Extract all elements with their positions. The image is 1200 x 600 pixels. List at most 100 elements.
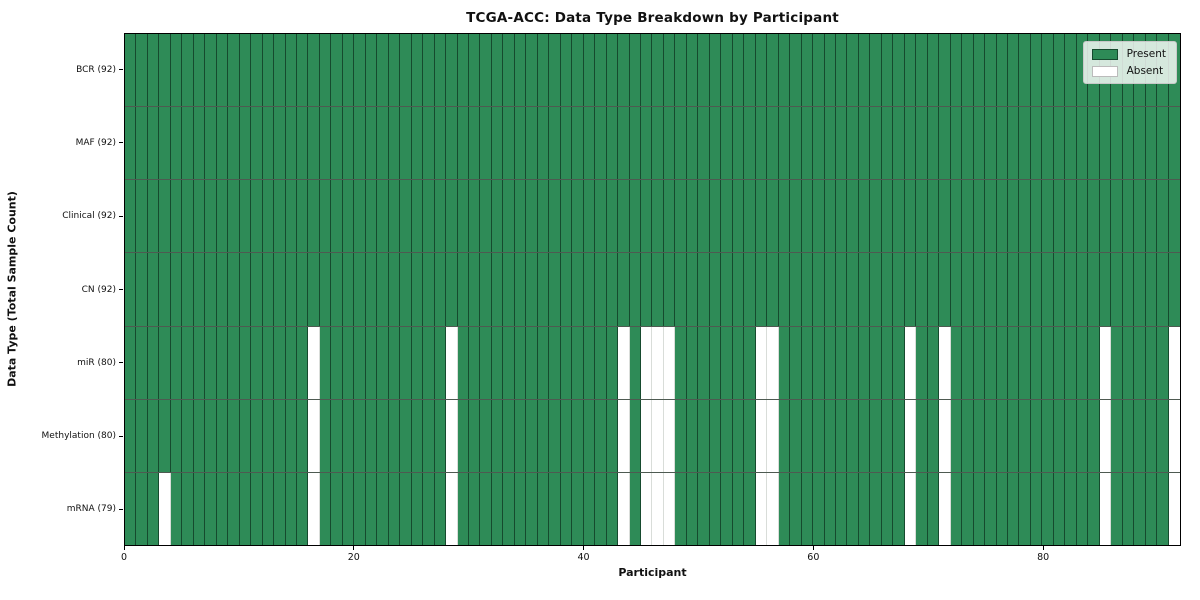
present-cell: [125, 34, 137, 107]
present-cell: [170, 107, 183, 180]
present-cell: [434, 253, 447, 326]
present-cell: [583, 472, 596, 545]
present-cell: [1111, 107, 1123, 180]
legend-item-absent: Absent: [1091, 65, 1166, 77]
present-cell: [1065, 34, 1077, 107]
present-cell: [285, 253, 297, 326]
present-cell: [698, 34, 710, 107]
present-cell: [147, 180, 160, 253]
present-cell: [778, 472, 791, 545]
present-cell: [1099, 107, 1112, 180]
present-cell: [950, 472, 963, 545]
absent-cell: [939, 472, 951, 545]
present-cell: [732, 472, 745, 545]
present-cell: [1111, 399, 1123, 472]
present-cell: [147, 34, 160, 107]
present-cell: [629, 180, 642, 253]
y-tick-mark: [119, 142, 123, 144]
present-cell: [927, 180, 940, 253]
present-cell: [365, 107, 378, 180]
present-cell: [1168, 253, 1180, 326]
present-cell: [778, 399, 791, 472]
present-cell: [365, 253, 378, 326]
absent-cell: [1168, 326, 1180, 399]
present-cell: [342, 34, 355, 107]
present-cell: [1099, 253, 1112, 326]
present-cell: [503, 107, 515, 180]
present-cell: [457, 34, 470, 107]
present-cell: [1030, 326, 1043, 399]
present-cell: [331, 253, 343, 326]
present-cell: [893, 107, 905, 180]
absent-cell: [446, 472, 458, 545]
present-cell: [159, 107, 171, 180]
present-cell: [732, 107, 745, 180]
absent-cell: [663, 399, 676, 472]
present-cell: [446, 180, 458, 253]
present-cell: [1145, 180, 1158, 253]
present-cell: [641, 107, 653, 180]
present-cell: [721, 472, 733, 545]
present-cell: [411, 253, 424, 326]
present-cell: [698, 180, 710, 253]
present-cell: [514, 107, 527, 180]
present-cell: [159, 253, 171, 326]
heatmap-row: [125, 472, 1180, 545]
present-cell: [1122, 253, 1135, 326]
present-cell: [790, 472, 802, 545]
present-cell: [755, 107, 768, 180]
present-cell: [377, 399, 389, 472]
present-cell: [1007, 107, 1020, 180]
absent-cell: [663, 326, 676, 399]
x-tick-mark: [123, 546, 125, 550]
present-cell: [1134, 399, 1146, 472]
present-cell: [514, 472, 527, 545]
present-cell: [182, 472, 194, 545]
present-cell: [767, 253, 779, 326]
present-cell: [973, 253, 986, 326]
legend-label-absent: Absent: [1126, 65, 1164, 77]
present-cell: [801, 326, 814, 399]
present-cell: [228, 180, 240, 253]
present-cell: [1053, 326, 1066, 399]
present-cell: [526, 180, 538, 253]
present-cell: [595, 107, 607, 180]
present-cell: [354, 34, 366, 107]
present-cell: [870, 472, 882, 545]
present-cell: [641, 34, 653, 107]
present-cell: [916, 253, 928, 326]
present-cell: [388, 34, 401, 107]
heatmap-row: [125, 107, 1180, 181]
present-cell: [686, 472, 699, 545]
present-cell: [767, 107, 779, 180]
present-cell: [457, 107, 470, 180]
present-cell: [709, 34, 722, 107]
present-cell: [274, 253, 286, 326]
present-cell: [400, 107, 412, 180]
present-cell: [480, 180, 492, 253]
present-cell: [319, 34, 332, 107]
absent-cell: [446, 326, 458, 399]
present-cell: [835, 326, 848, 399]
present-cell: [377, 107, 389, 180]
present-cell: [388, 399, 401, 472]
present-cell: [732, 180, 745, 253]
present-cell: [377, 253, 389, 326]
present-cell: [675, 34, 687, 107]
present-cell: [274, 472, 286, 545]
plot-area: Present Absent: [124, 33, 1181, 546]
present-cell: [193, 326, 206, 399]
present-cell: [1145, 253, 1158, 326]
absent-cell: [755, 399, 768, 472]
present-cell: [239, 253, 252, 326]
present-cell: [1145, 472, 1158, 545]
present-cell: [503, 34, 515, 107]
absent-cell: [641, 399, 653, 472]
present-cell: [698, 399, 710, 472]
absent-cell: [1168, 472, 1180, 545]
present-cell: [1168, 107, 1180, 180]
present-cell: [354, 180, 366, 253]
present-cell: [182, 107, 194, 180]
present-cell: [136, 399, 148, 472]
present-cell: [801, 34, 814, 107]
